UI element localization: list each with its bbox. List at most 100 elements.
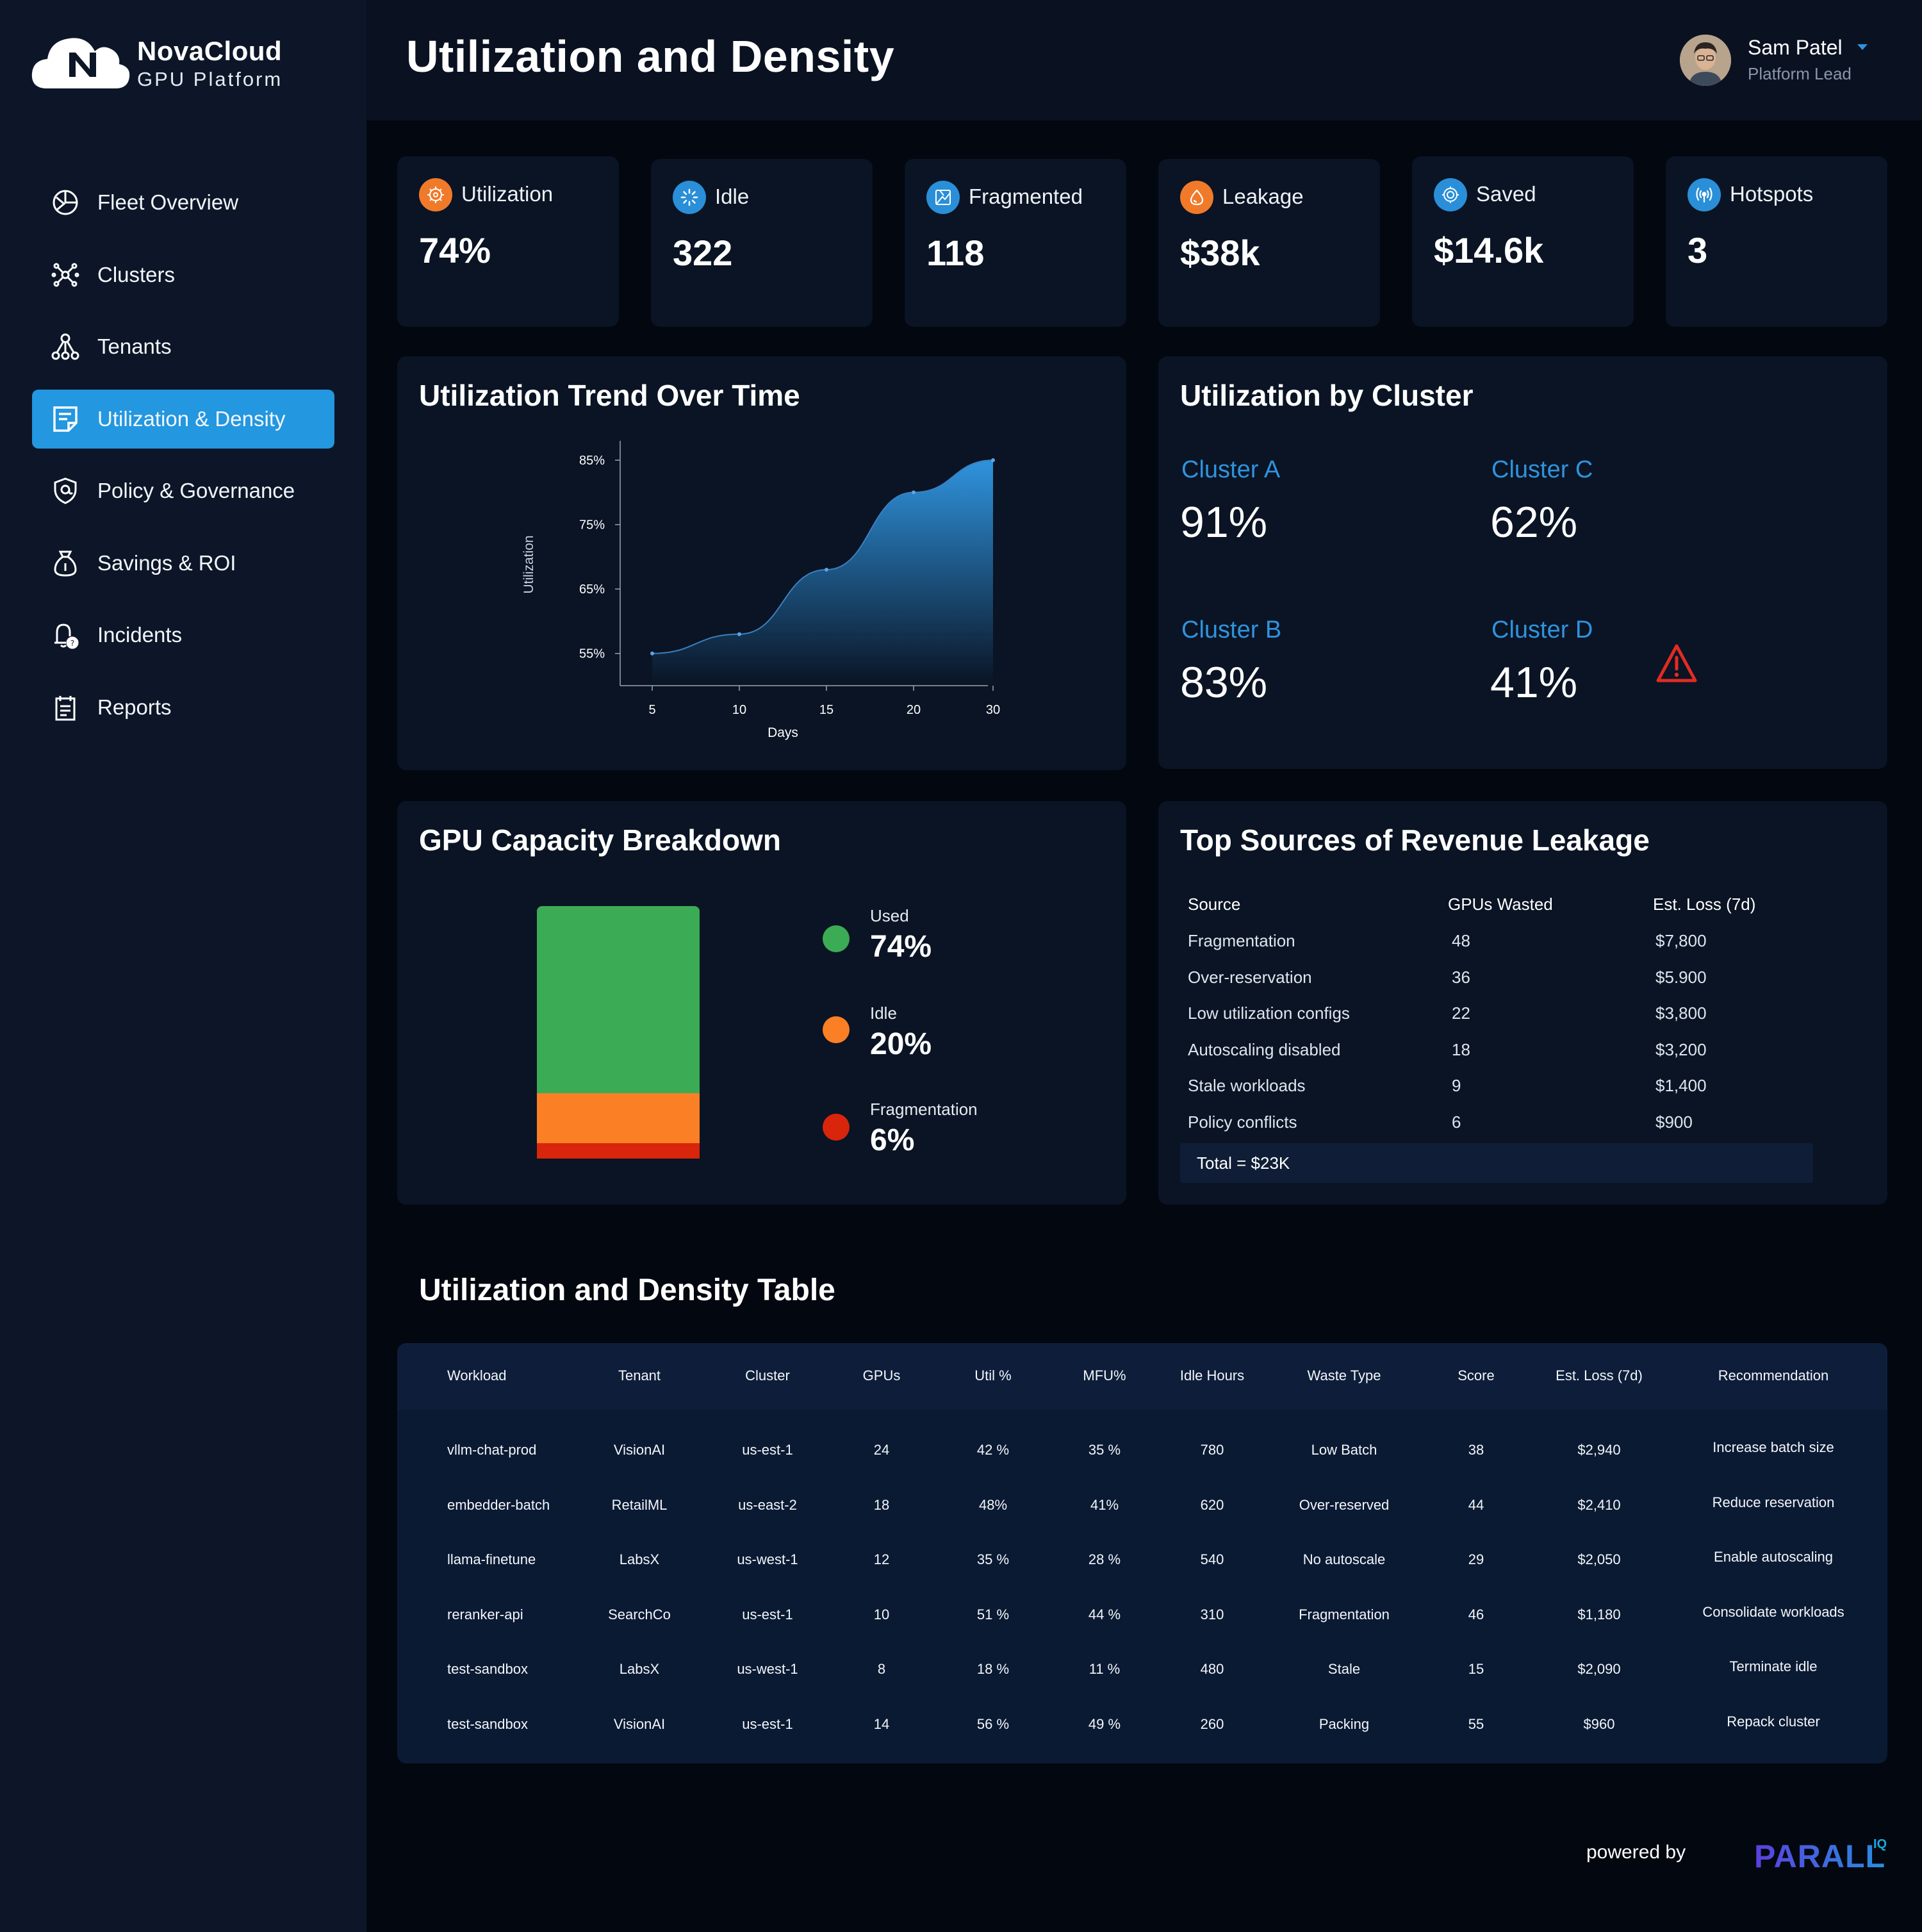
table-header-cell[interactable]: Tenant bbox=[618, 1367, 661, 1383]
money-bag-icon bbox=[50, 548, 81, 579]
kpi-card-saved[interactable]: Saved $14.6k bbox=[1412, 156, 1634, 327]
kpi-value: 3 bbox=[1688, 230, 1708, 270]
cluster-name: Cluster B bbox=[1181, 616, 1282, 643]
table-cell: embedder-batch bbox=[447, 1496, 550, 1513]
chevron-down-icon[interactable] bbox=[1857, 44, 1868, 51]
table-header-cell[interactable]: Cluster bbox=[745, 1367, 790, 1383]
trend-title: Utilization Trend Over Time bbox=[419, 379, 800, 412]
trend-point[interactable] bbox=[650, 651, 654, 656]
sidebar-item-label: Fleet Overview bbox=[97, 190, 239, 214]
leakage-cell: 36 bbox=[1452, 967, 1470, 987]
kpi-card-hotspots[interactable]: Hotspots 3 bbox=[1666, 156, 1887, 327]
leakage-header-gpus: GPUs Wasted bbox=[1448, 895, 1553, 914]
kpi-card-utilization[interactable]: Utilization 74% bbox=[397, 156, 619, 327]
trend-point[interactable] bbox=[912, 490, 916, 495]
kpi-card-leakage[interactable]: Leakage $38k bbox=[1158, 159, 1380, 327]
leakage-cell: $7,800 bbox=[1655, 931, 1707, 950]
table-cell: Over-reserved bbox=[1299, 1496, 1390, 1513]
table-header-cell[interactable]: Est. Loss (7d) bbox=[1556, 1367, 1643, 1383]
bar-segment-idle[interactable] bbox=[537, 1093, 700, 1144]
table-cell: us-est-1 bbox=[742, 1442, 793, 1458]
user-menu[interactable]: Sam Patel Platform Lead bbox=[1680, 32, 1891, 90]
kpi-card-idle[interactable]: Idle 322 bbox=[651, 159, 873, 327]
sidebar-item-policy-governance[interactable]: Policy & Governance bbox=[32, 461, 334, 520]
cluster-icon bbox=[50, 260, 81, 290]
table-header-cell[interactable]: Idle Hours bbox=[1179, 1367, 1245, 1383]
sidebar-item-fleet-overview[interactable]: Fleet Overview bbox=[32, 173, 334, 232]
sidebar-item-clusters[interactable]: Clusters bbox=[32, 245, 334, 304]
trend-point[interactable] bbox=[825, 568, 828, 572]
cluster-value: 91% bbox=[1180, 498, 1268, 547]
leakage-cell: $1,400 bbox=[1655, 1076, 1707, 1095]
sidebar-item-tenants[interactable]: Tenants bbox=[32, 317, 334, 376]
leakage-cell: $3,200 bbox=[1655, 1039, 1707, 1059]
gauge-icon bbox=[50, 187, 81, 218]
table-cell: 35 % bbox=[976, 1551, 1010, 1567]
kpi-label: Hotspots bbox=[1730, 182, 1814, 206]
table-header-cell[interactable]: Waste Type bbox=[1307, 1367, 1381, 1383]
leakage-cell: Policy conflicts bbox=[1188, 1112, 1297, 1132]
trend-chart: 55% 65% 75% 85% 5 10 15 20 30 Days Utilization bbox=[522, 441, 1000, 740]
user-role: Platform Lead bbox=[1748, 64, 1852, 83]
user-name: Sam Patel bbox=[1748, 36, 1843, 59]
leakage-header-loss: Est. Loss (7d) bbox=[1653, 895, 1756, 914]
page-title: Utilization and Density bbox=[406, 31, 895, 81]
gauge-icon bbox=[419, 178, 452, 211]
leakage-cell: Low utilization configs bbox=[1188, 1003, 1350, 1023]
warning-icon[interactable] bbox=[1655, 643, 1698, 683]
x-tick-label: 10 bbox=[732, 703, 746, 717]
trend-point[interactable] bbox=[991, 458, 995, 463]
bar-segment-used[interactable] bbox=[537, 906, 700, 1093]
table-header-cell[interactable]: Recommendation bbox=[1718, 1367, 1829, 1383]
signal-icon bbox=[1688, 178, 1721, 211]
table-cell: 24 bbox=[873, 1442, 890, 1458]
table-cell: Increase batch size bbox=[1713, 1439, 1834, 1455]
table-header-cell[interactable]: Util % bbox=[974, 1367, 1012, 1383]
table-cell: $2,940 bbox=[1577, 1442, 1621, 1458]
table-header-cell[interactable]: MFU% bbox=[1083, 1367, 1126, 1383]
table-header-cell[interactable]: Workload bbox=[447, 1367, 507, 1383]
table-cell: VisionAI bbox=[613, 1442, 666, 1458]
parallel-iq-logo[interactable]: PARALLEL IQ bbox=[1702, 1833, 1887, 1875]
x-tick-label: 20 bbox=[907, 703, 921, 717]
table-cell: 15 bbox=[1468, 1661, 1484, 1677]
leakage-panel: Top Sources of Revenue Leakage Source GP… bbox=[1158, 801, 1887, 1205]
table-cell: Reduce reservation bbox=[1712, 1494, 1835, 1510]
leakage-cell: Autoscaling disabled bbox=[1188, 1039, 1341, 1059]
table-cell: 480 bbox=[1200, 1661, 1224, 1677]
bar-segment-fragmentation[interactable] bbox=[537, 1143, 700, 1159]
sidebar-item-utilization-density[interactable]: Utilization & Density bbox=[32, 389, 334, 449]
sidebar-nav: Fleet Overview Clusters Tenants Utilizat… bbox=[32, 173, 334, 750]
kpi-card-fragmented[interactable]: Fragmented 118 bbox=[905, 159, 1126, 327]
leakage-total: Total = $23K bbox=[1197, 1153, 1290, 1173]
legend-value: 20% bbox=[870, 1027, 932, 1061]
table-cell: Terminate idle bbox=[1729, 1658, 1818, 1674]
table-cell: 46 bbox=[1468, 1606, 1484, 1622]
sidebar-item-reports[interactable]: Reports bbox=[32, 678, 334, 737]
table-cell: 260 bbox=[1200, 1715, 1224, 1732]
table-cell: 620 bbox=[1200, 1496, 1224, 1513]
table-cell: Fragmentation bbox=[1299, 1606, 1390, 1622]
sidebar-item-incidents[interactable]: ? Incidents bbox=[32, 606, 334, 665]
table-cell: 18 bbox=[873, 1496, 890, 1513]
sidebar-item-savings-roi[interactable]: Savings & ROI bbox=[32, 534, 334, 593]
powered-by: powered by PARALLEL IQ bbox=[1586, 1833, 1887, 1878]
svg-text:PARALLEL: PARALLEL bbox=[1754, 1838, 1887, 1874]
leakage-title: Top Sources of Revenue Leakage bbox=[1180, 823, 1650, 857]
table-cell: LabsX bbox=[619, 1551, 660, 1567]
trend-point[interactable] bbox=[737, 632, 741, 636]
capacity-panel: GPU Capacity Breakdown Used 74% Idle 20%… bbox=[397, 801, 1126, 1205]
leakage-cell: 22 bbox=[1452, 1003, 1470, 1023]
cluster-name: Cluster C bbox=[1491, 456, 1593, 483]
table-header-cell[interactable]: Score bbox=[1458, 1367, 1495, 1383]
kpi-label: Utilization bbox=[461, 182, 554, 206]
legend-label: Fragmentation bbox=[870, 1100, 978, 1119]
sidebar-item-label: Tenants bbox=[97, 334, 172, 358]
table-cell: 310 bbox=[1200, 1606, 1224, 1622]
tenants-icon bbox=[50, 331, 81, 362]
table-header-cell[interactable]: GPUs bbox=[862, 1367, 901, 1383]
brand-logo[interactable]: NovaCloud GPU Platform bbox=[31, 32, 325, 96]
table-cell: $2,050 bbox=[1577, 1551, 1621, 1567]
table-header: Workload Tenant Cluster GPUs Util % MFU% Idle … bbox=[397, 1343, 1887, 1410]
legend-dot bbox=[823, 1114, 850, 1141]
